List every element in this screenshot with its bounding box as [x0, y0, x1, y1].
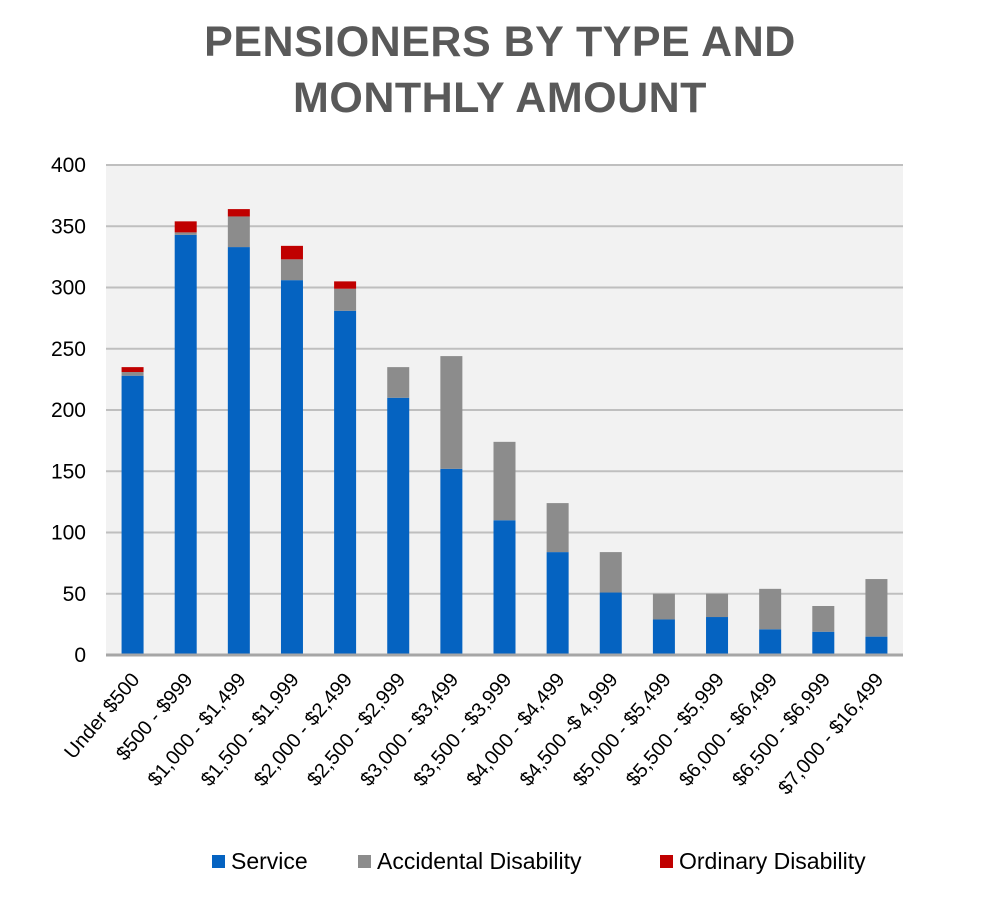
bar-service-13: [812, 631, 835, 655]
legend-swatch-service: [212, 855, 225, 868]
y-tick-label: 350: [51, 215, 86, 238]
y-tick-label: 250: [51, 338, 86, 361]
bar-accidental-disability-7: [493, 441, 516, 521]
legend-label-accidental-disability: Accidental Disability: [377, 848, 582, 874]
bar-service-1: [174, 234, 197, 655]
x-tick-label: $5,500 - $5,999: [622, 669, 729, 790]
x-tick-label: $3,500 - $3,999: [409, 669, 516, 790]
y-tick-label: 0: [74, 644, 86, 667]
bar-accidental-disability-4: [334, 288, 357, 311]
bar-service-12: [759, 629, 782, 655]
y-tick-label: 50: [63, 583, 86, 606]
bars: [121, 209, 888, 655]
bar-accidental-disability-13: [812, 606, 835, 632]
bar-service-0: [121, 375, 144, 655]
y-axis-ticks: 0 50 100 150 200 250 300 350 400: [51, 154, 86, 667]
bar-accidental-disability-14: [865, 579, 888, 637]
y-tick-label: 300: [51, 277, 86, 300]
bar-ordinary-disability-4: [334, 281, 357, 289]
x-tick-label: $3,000 - $3,499: [356, 669, 463, 790]
x-tick-label: $2,500 - $2,999: [303, 669, 410, 790]
bar-service-2: [227, 247, 250, 655]
bar-service-14: [865, 636, 888, 655]
bar-service-4: [334, 310, 357, 655]
legend-label-ordinary-disability: Ordinary Disability: [679, 848, 866, 874]
bar-accidental-disability-8: [546, 503, 569, 553]
bar-ordinary-disability-2: [227, 209, 250, 217]
legend-label-service: Service: [231, 848, 308, 874]
x-tick-label: $4,500 -$ 4,999: [516, 669, 623, 790]
bar-ordinary-disability-1: [174, 221, 197, 233]
bar-service-6: [440, 468, 463, 655]
x-tick-label: $5,000 - $5,499: [569, 669, 676, 790]
x-tick-label: $2,000 - $2,499: [250, 669, 357, 790]
legend: Service Accidental Disability Ordinary D…: [0, 848, 1000, 880]
bar-service-7: [493, 520, 516, 655]
chart-title: PENSIONERS BY TYPE AND MONTHLY AMOUNT: [0, 14, 1000, 126]
x-tick-label: $6,000 - $6,499: [675, 669, 782, 790]
x-tick-label: $1,500 - $1,999: [197, 669, 304, 790]
x-tick-label: $1,000 - $1,499: [144, 669, 251, 790]
y-tick-label: 100: [51, 522, 86, 545]
y-tick-label: 400: [51, 154, 86, 177]
bar-service-9: [599, 592, 622, 655]
bar-accidental-disability-10: [652, 593, 675, 620]
bar-service-5: [387, 397, 410, 655]
bar-accidental-disability-2: [227, 216, 250, 248]
bar-service-11: [706, 617, 729, 655]
legend-swatch-ordinary-disability: [660, 855, 673, 868]
legend-item-accidental-disability: Accidental Disability: [358, 848, 582, 875]
chart-title-line-2: MONTHLY AMOUNT: [293, 74, 707, 122]
x-axis-ticks: Under $500$500 - $999$1,000 - $1,499$1,5…: [60, 669, 888, 799]
bar-accidental-disability-1: [174, 232, 197, 235]
x-tick-label: $4,000 - $4,499: [463, 669, 570, 790]
bar-accidental-disability-5: [387, 367, 410, 398]
bar-accidental-disability-3: [280, 259, 303, 281]
bar-service-8: [546, 552, 569, 655]
legend-item-service: Service: [212, 848, 308, 875]
bar-accidental-disability-11: [706, 593, 729, 618]
bar-service-10: [652, 619, 675, 655]
x-tick-label: $6,500 - $6,999: [728, 669, 835, 790]
bar-accidental-disability-9: [599, 552, 622, 593]
bar-accidental-disability-12: [759, 588, 782, 630]
chart-title-line-1: PENSIONERS BY TYPE AND: [204, 18, 796, 66]
y-tick-label: 200: [51, 399, 86, 422]
y-tick-label: 150: [51, 460, 86, 483]
bar-ordinary-disability-3: [280, 245, 303, 260]
legend-item-ordinary-disability: Ordinary Disability: [660, 848, 866, 875]
bar-accidental-disability-6: [440, 356, 463, 469]
bar-ordinary-disability-0: [121, 367, 144, 373]
bar-accidental-disability-0: [121, 372, 144, 376]
legend-swatch-accidental-disability: [358, 855, 371, 868]
bar-service-3: [280, 280, 303, 655]
